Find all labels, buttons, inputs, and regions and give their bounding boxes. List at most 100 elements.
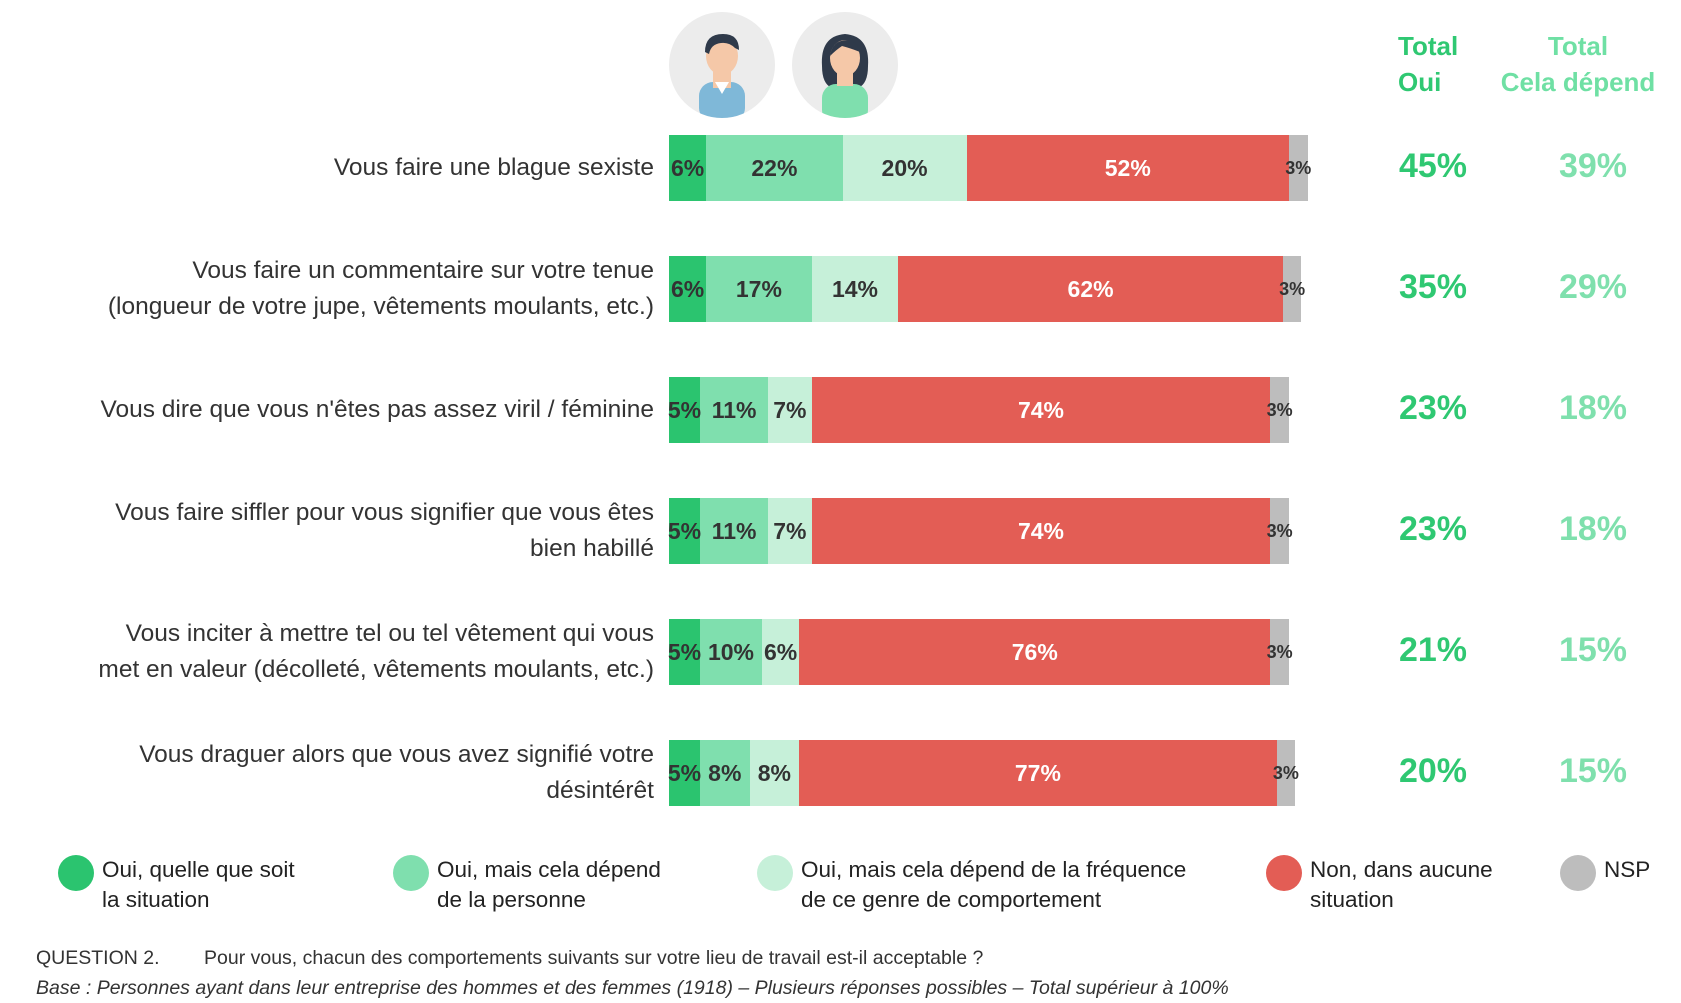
- data-label: 10%: [707, 638, 755, 665]
- data-label: 3%: [1266, 520, 1293, 541]
- data-label: 7%: [773, 517, 807, 544]
- bar-segment: 74%: [811, 377, 1271, 443]
- stacked-bar: 5% 10% 6% 76% 3%: [667, 619, 1293, 685]
- bar-segment: 10%: [700, 619, 762, 685]
- legend-label: NSP: [1604, 857, 1651, 882]
- category-label: Vous faire une blague sexiste: [333, 154, 654, 181]
- legend-label: Oui, mais cela dépend de la fréquence de…: [801, 857, 1187, 912]
- data-label: 62%: [1067, 275, 1114, 302]
- data-label: 7%: [773, 396, 807, 423]
- bar-segment: 6%: [669, 135, 707, 201]
- total-oui-value: 35%: [1398, 268, 1468, 306]
- data-label: 5%: [667, 759, 702, 786]
- total-depend-value: 29%: [1558, 268, 1628, 306]
- legend-label: Oui, quelle que soit la situation: [102, 857, 295, 912]
- total-depend-value: 18%: [1558, 389, 1628, 427]
- data-label: 5%: [667, 638, 702, 665]
- data-label: 3%: [1279, 278, 1306, 299]
- legend-swatch: [1266, 855, 1302, 891]
- bar-segment: 7%: [768, 498, 812, 564]
- bar-segment: 74%: [811, 498, 1271, 564]
- legend-swatch: [58, 855, 94, 891]
- bar-segment: 8%: [700, 740, 750, 806]
- bar-segment: 3%: [1267, 619, 1293, 685]
- question-number: QUESTION 2.: [36, 947, 160, 969]
- bar-segment: 20%: [842, 135, 967, 201]
- bar-segment: 7%: [768, 377, 812, 443]
- data-label: 22%: [751, 154, 798, 181]
- total-depend-value: 18%: [1558, 510, 1628, 548]
- legend-label: Oui, mais cela dépend de la personne: [437, 857, 661, 912]
- category-label: Vous dire que vous n'êtes pas assez viri…: [100, 396, 655, 423]
- data-label: 17%: [735, 275, 782, 302]
- legend-item: Non, dans aucune situation: [1266, 855, 1493, 915]
- data-label: 11%: [711, 396, 757, 423]
- data-label: 6%: [670, 275, 705, 302]
- legend: Oui, quelle que soit la situation Oui, ma…: [0, 855, 1681, 925]
- bar-segment: 3%: [1267, 377, 1293, 443]
- bar-segment: 17%: [706, 256, 812, 322]
- data-label: 52%: [1104, 154, 1151, 181]
- legend-swatch: [757, 855, 793, 891]
- total-depend-value: 15%: [1558, 752, 1628, 790]
- bar-segment: 8%: [749, 740, 800, 806]
- legend-item: NSP: [1560, 855, 1650, 891]
- total-oui-value: 20%: [1398, 752, 1468, 790]
- data-label: 3%: [1266, 641, 1293, 662]
- man-avatar-icon: [669, 12, 775, 118]
- bar-segment: 3%: [1267, 498, 1293, 564]
- bar-segment: 5%: [668, 498, 701, 564]
- data-label: 76%: [1011, 638, 1058, 665]
- total-depend-value: 39%: [1558, 147, 1628, 185]
- bar-segment: 5%: [667, 740, 702, 806]
- total-oui-value: 45%: [1398, 147, 1468, 185]
- data-label: 6%: [670, 154, 705, 181]
- legend-item: Oui, quelle que soit la situation: [58, 855, 295, 915]
- total-oui-value: 21%: [1398, 631, 1468, 669]
- bar-segment: 11%: [700, 377, 769, 443]
- legend-item: Oui, mais cela dépend de la personne: [393, 855, 661, 915]
- category-label: Vous inciter à mettre tel ou tel vêtemen…: [98, 620, 654, 683]
- bar-segment: 5%: [667, 619, 702, 685]
- bar-segment: 5%: [667, 377, 702, 443]
- legend-label: Non, dans aucune situation: [1310, 857, 1493, 912]
- bar-segment: 14%: [811, 256, 899, 322]
- bar-segment: 22%: [706, 135, 843, 201]
- data-label: 20%: [881, 154, 928, 181]
- bar-segment: 3%: [1285, 135, 1311, 201]
- stacked-bar: 5% 11% 7% 74% 3%: [668, 498, 1293, 564]
- woman-avatar-icon: [792, 12, 898, 118]
- category-label: Vous faire un commentaire sur votre tenu…: [107, 257, 654, 320]
- stacked-bar: 6% 17% 14% 62% 3%: [669, 256, 1305, 322]
- total-oui-header: Total Oui: [1398, 31, 1459, 97]
- bar-segment: 3%: [1279, 256, 1305, 322]
- data-label: 77%: [1014, 759, 1061, 786]
- legend-swatch: [393, 855, 429, 891]
- data-label: 11%: [711, 517, 757, 544]
- data-label: 5%: [667, 396, 702, 423]
- data-label: 8%: [708, 759, 742, 786]
- bar-segment: 6%: [762, 619, 800, 685]
- bar-segment: 6%: [669, 256, 707, 322]
- data-label: 74%: [1017, 396, 1064, 423]
- data-label: 3%: [1285, 157, 1312, 178]
- stacked-bar: 5% 11% 7% 74% 3%: [667, 377, 1293, 443]
- bar-segment: 52%: [966, 135, 1289, 201]
- total-depend-value: 15%: [1558, 631, 1628, 669]
- bar-segment: 62%: [898, 256, 1283, 322]
- total-depend-header: Total Cela dépend: [1500, 31, 1656, 97]
- bar-segment: 11%: [700, 498, 769, 564]
- legend-swatch: [1560, 855, 1596, 891]
- total-oui-value: 23%: [1398, 510, 1468, 548]
- question: QUESTION 2. Pour vous, chacun des comport…: [36, 947, 983, 970]
- legend-item: Oui, mais cela dépend de la fréquence de…: [757, 855, 1186, 915]
- category-label: Vous faire siffler pour vous signifier q…: [115, 499, 654, 562]
- category-label: Vous draguer alors que vous avez signifi…: [139, 741, 654, 804]
- data-label: 14%: [831, 275, 878, 302]
- stacked-bar: 6% 22% 20% 52% 3%: [669, 135, 1311, 201]
- bar-segment: 3%: [1273, 740, 1299, 806]
- data-label: 3%: [1266, 399, 1293, 420]
- data-label: 8%: [757, 759, 792, 786]
- stacked-bar: 5% 8% 8% 77% 3%: [667, 740, 1299, 806]
- question-text: Pour vous, chacun des comportements suiv…: [204, 947, 984, 969]
